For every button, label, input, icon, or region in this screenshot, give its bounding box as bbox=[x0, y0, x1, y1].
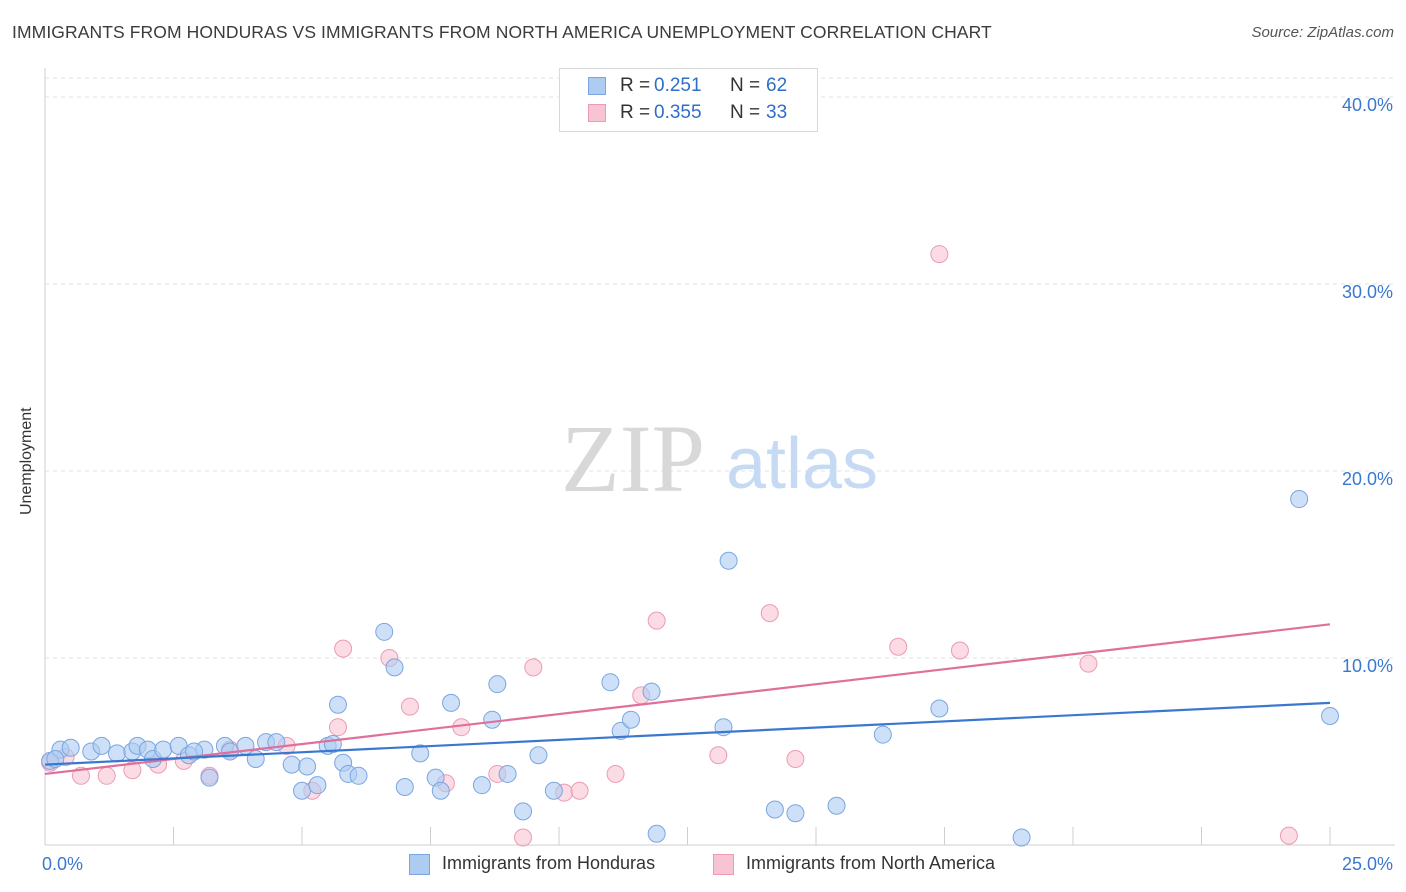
point-honduras bbox=[621, 710, 640, 729]
point-honduras bbox=[472, 776, 491, 795]
legend-swatch-blue bbox=[588, 77, 606, 95]
point-north-america bbox=[524, 658, 543, 677]
point-north-america bbox=[647, 611, 666, 630]
point-honduras bbox=[293, 781, 311, 800]
point-honduras bbox=[282, 755, 301, 774]
point-honduras bbox=[719, 551, 738, 570]
point-honduras bbox=[92, 736, 111, 755]
trend-lines bbox=[44, 623, 1331, 776]
point-north-america bbox=[71, 766, 90, 785]
point-honduras bbox=[395, 778, 414, 797]
trend-line-honduras bbox=[44, 701, 1331, 766]
point-honduras bbox=[647, 824, 666, 843]
chart-title: IMMIGRANTS FROM HONDURAS VS IMMIGRANTS F… bbox=[12, 22, 992, 42]
point-honduras bbox=[328, 695, 347, 714]
legend-r-value: 0.251 bbox=[654, 75, 702, 96]
watermark: ZIP atlas bbox=[561, 405, 878, 512]
legend-swatch-pink bbox=[588, 104, 606, 122]
stats-legend: R = 0.251 N = 62 R = 0.355 N = 33 bbox=[559, 68, 818, 132]
watermark-zip: ZIP bbox=[561, 405, 705, 512]
point-honduras bbox=[1290, 490, 1309, 509]
legend-swatch-blue bbox=[409, 854, 430, 875]
point-honduras bbox=[786, 804, 805, 823]
point-honduras bbox=[308, 776, 327, 795]
point-north-america bbox=[328, 718, 347, 737]
legend-swatch-pink bbox=[713, 854, 734, 875]
legend-r-value: 0.355 bbox=[654, 102, 702, 123]
point-north-america bbox=[760, 604, 779, 623]
data-points bbox=[41, 245, 1339, 847]
point-north-america bbox=[930, 245, 949, 264]
source-label: Source: ZipAtlas.com bbox=[1251, 24, 1394, 41]
legend-label-honduras: Immigrants from Honduras bbox=[442, 853, 656, 873]
point-north-america bbox=[514, 828, 533, 847]
point-honduras bbox=[611, 721, 630, 740]
point-honduras bbox=[930, 699, 949, 718]
point-honduras bbox=[529, 746, 548, 765]
point-north-america bbox=[889, 637, 908, 656]
y-tick-label: 10.0% bbox=[1342, 656, 1393, 676]
point-honduras bbox=[200, 768, 219, 787]
point-honduras bbox=[61, 738, 80, 757]
point-honduras bbox=[1321, 706, 1339, 725]
grid-lines bbox=[45, 77, 1395, 659]
watermark-atlas: atlas bbox=[726, 424, 878, 504]
y-tick-label: 30.0% bbox=[1342, 282, 1393, 302]
point-north-america bbox=[97, 766, 116, 785]
point-north-america bbox=[334, 639, 353, 658]
point-honduras bbox=[107, 744, 126, 763]
point-honduras bbox=[385, 658, 404, 677]
point-honduras bbox=[642, 682, 661, 701]
y-tick-label: 40.0% bbox=[1342, 95, 1393, 115]
point-honduras bbox=[498, 764, 517, 783]
point-north-america bbox=[786, 749, 805, 768]
point-north-america bbox=[400, 697, 419, 716]
x-tick-label: 0.0% bbox=[42, 854, 83, 874]
point-honduras bbox=[349, 766, 368, 785]
axes bbox=[44, 68, 1395, 846]
point-honduras bbox=[411, 744, 430, 763]
legend-n-label: N = bbox=[730, 102, 761, 123]
point-north-america bbox=[709, 746, 728, 765]
point-north-america bbox=[1079, 654, 1098, 673]
point-honduras bbox=[514, 802, 533, 821]
legend-n-value: 33 bbox=[766, 102, 788, 123]
point-honduras bbox=[765, 800, 784, 819]
point-honduras bbox=[375, 622, 394, 641]
legend-n-value: 62 bbox=[766, 75, 788, 96]
point-north-america bbox=[950, 641, 969, 660]
legend-n-label: N = bbox=[730, 75, 761, 96]
point-north-america bbox=[123, 761, 142, 780]
series-legend: Immigrants from Honduras Immigrants from… bbox=[0, 852, 1406, 880]
legend-r-label: R = bbox=[620, 75, 651, 96]
point-north-america bbox=[606, 764, 625, 783]
point-honduras bbox=[827, 796, 846, 815]
point-honduras bbox=[488, 675, 507, 694]
point-honduras bbox=[154, 740, 173, 759]
tick-labels: 10.0% 20.0% 30.0% 40.0% 0.0% 25.0% bbox=[42, 95, 1393, 874]
point-honduras bbox=[483, 710, 502, 729]
point-north-america bbox=[570, 781, 589, 800]
point-honduras bbox=[431, 781, 450, 800]
point-honduras bbox=[601, 673, 620, 692]
point-honduras bbox=[246, 749, 265, 768]
legend-label-north-america: Immigrants from North America bbox=[746, 853, 996, 873]
point-honduras bbox=[544, 781, 563, 800]
point-honduras bbox=[873, 725, 892, 744]
point-honduras bbox=[298, 757, 317, 776]
x-tick-label: 25.0% bbox=[1342, 854, 1393, 874]
trend-line-north-america bbox=[44, 623, 1331, 776]
point-honduras bbox=[1012, 828, 1031, 847]
legend-r-label: R = bbox=[620, 102, 651, 123]
point-north-america bbox=[1279, 826, 1298, 845]
point-honduras bbox=[442, 693, 461, 712]
y-tick-label: 20.0% bbox=[1342, 469, 1393, 489]
